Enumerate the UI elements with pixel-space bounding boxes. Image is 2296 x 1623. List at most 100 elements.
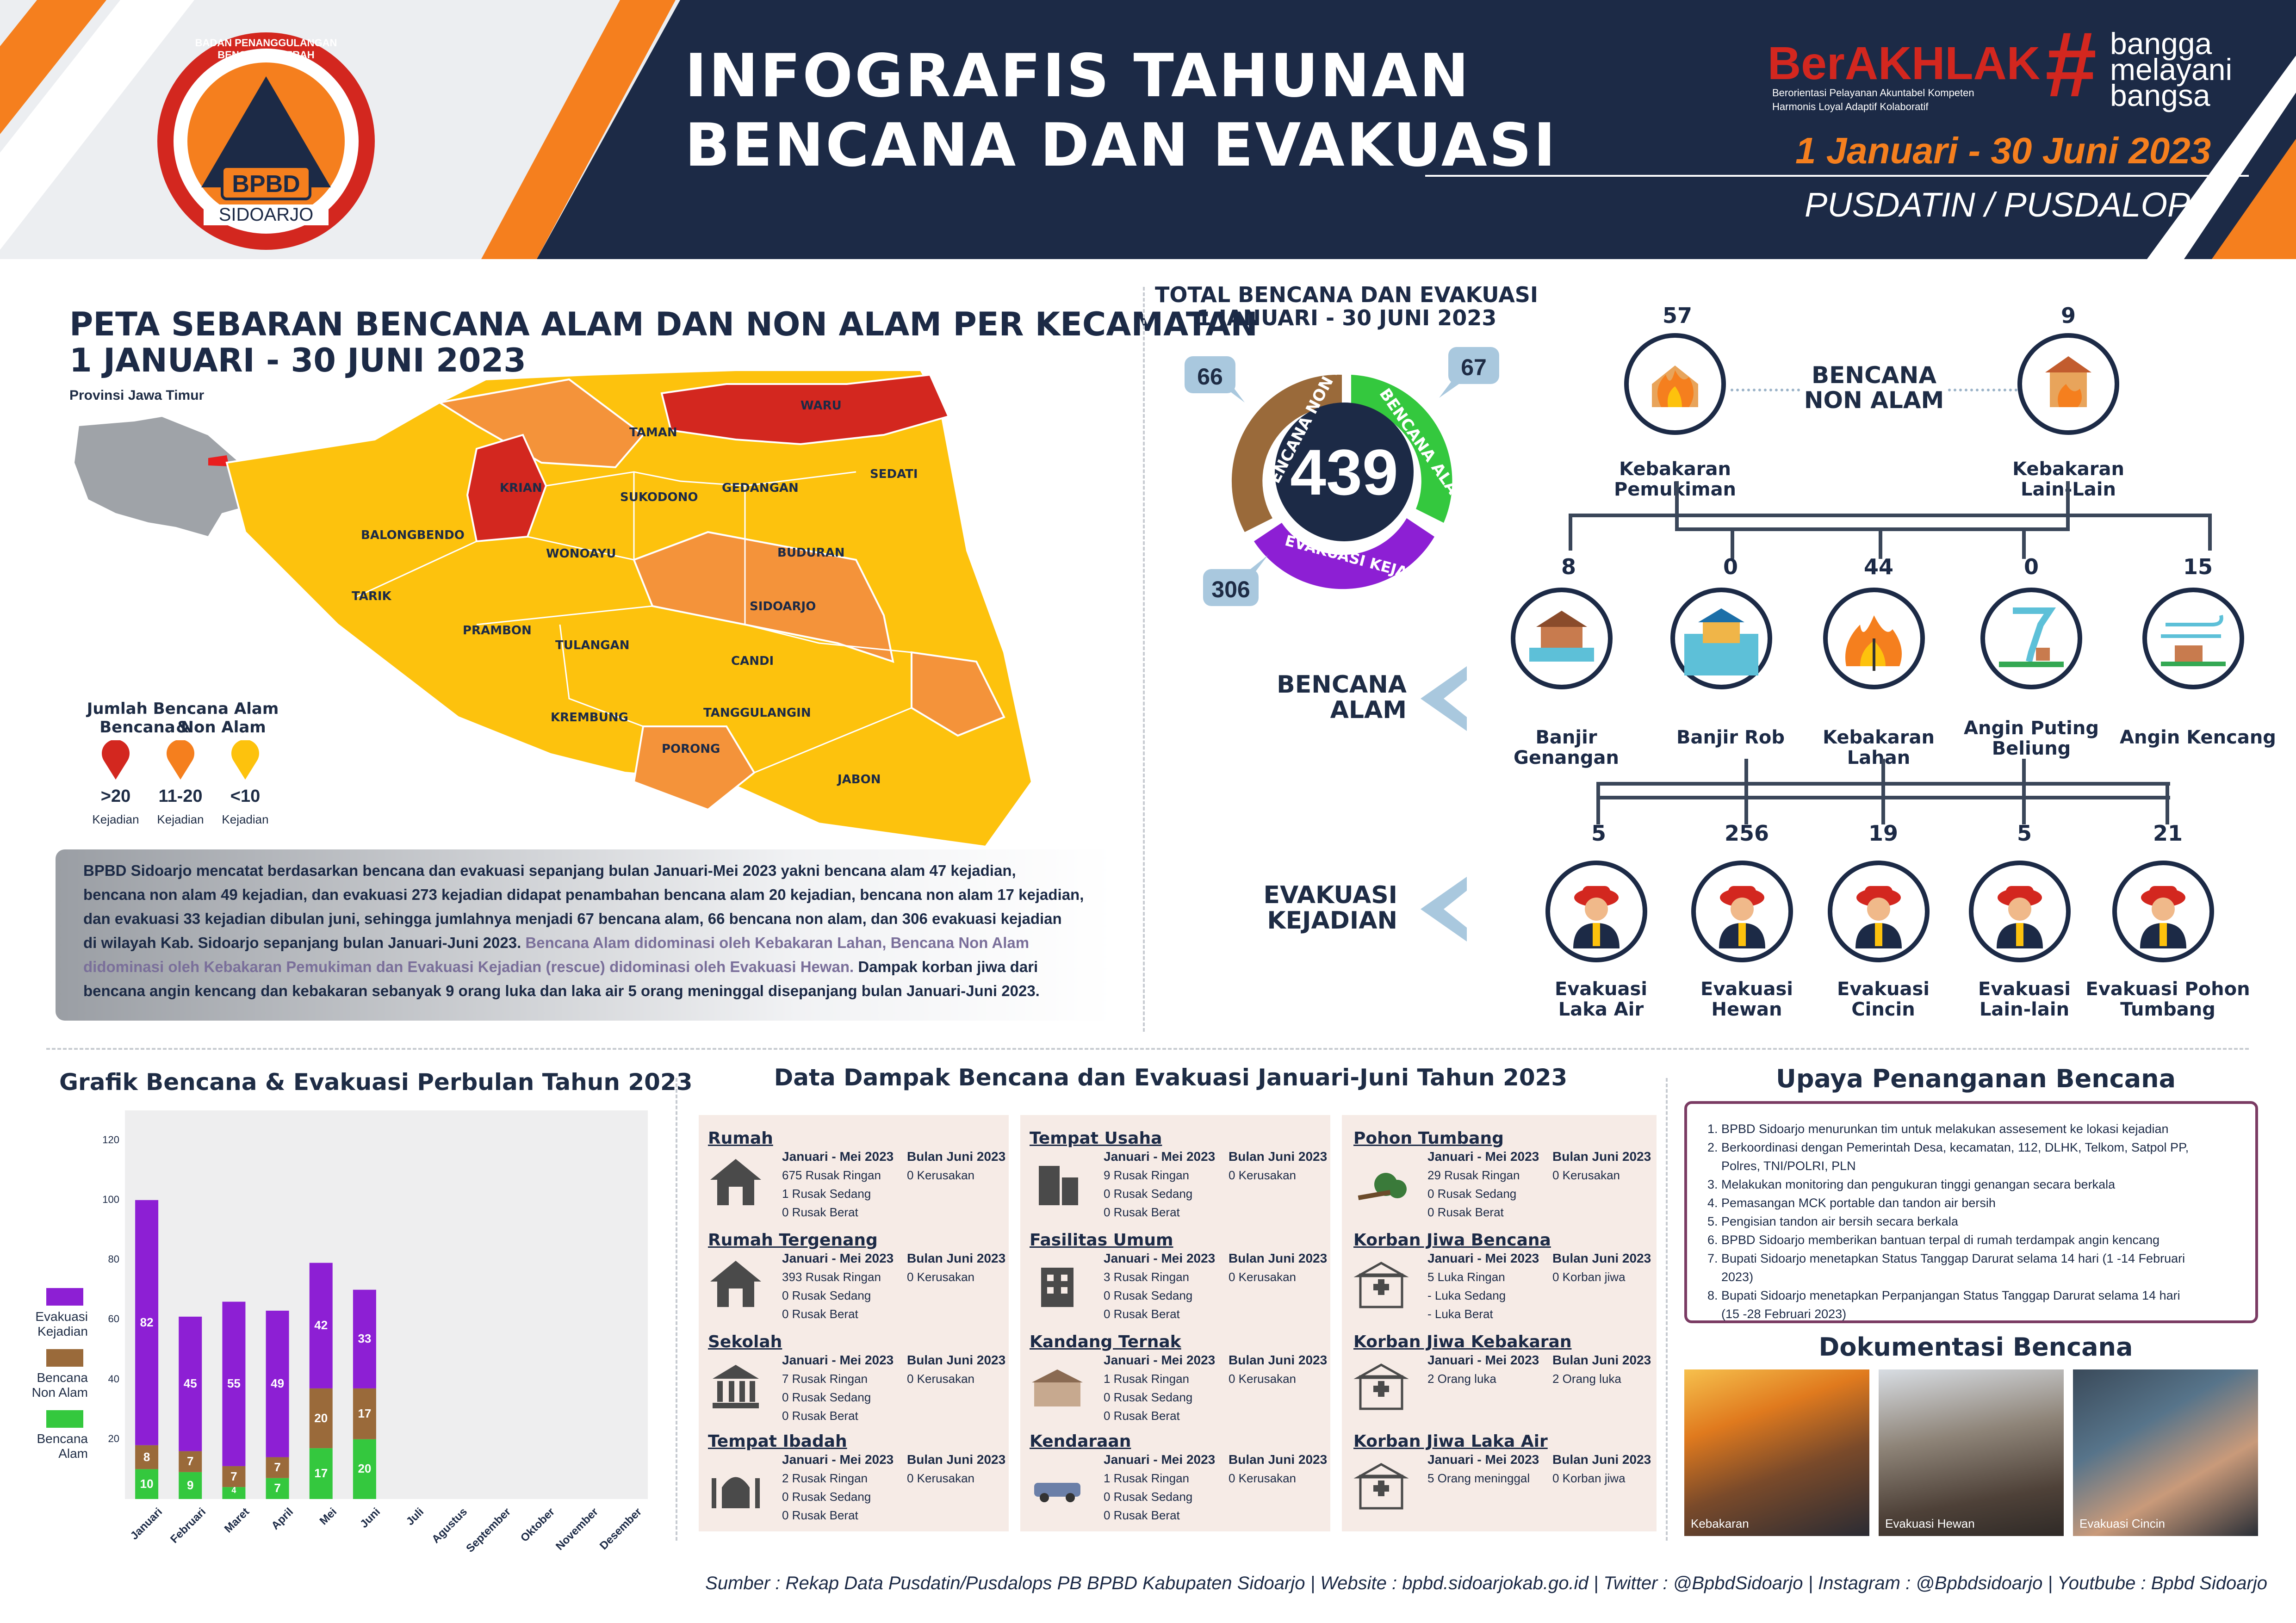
dampak-value: 0 Kerusakan [1229, 1471, 1296, 1485]
dampak-value: 3 Rusak Ringan [1104, 1270, 1189, 1284]
legend-unit-red: Kejadian [92, 812, 139, 826]
dampak-values-juni: Bulan Juni 2023 2 Orang luka [1552, 1351, 1651, 1388]
dotted-connector-right [1948, 389, 2017, 391]
dampak-value: 2 Orang luka [1552, 1372, 1621, 1386]
summary-highlight-1: Bencana Alam didominasi oleh Kebakaran L… [525, 934, 1030, 951]
hospital-icon [1353, 1360, 1409, 1413]
dampak-head-jan-mei: Januari - Mei 2023 [1427, 1353, 1539, 1367]
bar-evakuasi-kejadian-juni [353, 1289, 376, 1388]
dampak-value: 0 Rusak Berat [1104, 1409, 1180, 1423]
alam-label-1: BENCANA [1277, 671, 1407, 699]
dampak-values-jan-mei: Januari - Mei 2023 9 Rusak Ringan 0 Rusak … [1104, 1147, 1215, 1221]
dampak-value: 0 Rusak Sedang [782, 1288, 871, 1302]
dampak-values-jan-mei: Januari - Mei 2023 2 Orang luka [1427, 1351, 1539, 1388]
district-sedati: SEDATI [870, 467, 918, 481]
bar-evakuasi-kejadian-januari [135, 1200, 159, 1445]
dampak-head-jan-mei: Januari - Mei 2023 [1427, 1452, 1539, 1467]
dotted-connector-left [1731, 389, 1800, 391]
dampak-title-sekolah: Sekolah [708, 1332, 782, 1351]
summary-line-5: didominasi oleh Kebakaran Pemukiman dan … [83, 955, 1111, 979]
district-sukodono: SUKODONO [620, 490, 698, 504]
house-icon [708, 1157, 763, 1210]
label-evakuasi-lain-1: Evakuasi [1978, 979, 2071, 1000]
circle-banjir-genangan [1511, 588, 1613, 689]
upaya-item: 2023) [1707, 1270, 1754, 1284]
vertical-divider [1143, 287, 1145, 1032]
circle-evakuasi-cincin [1828, 861, 1930, 962]
dampak-title-tempat-usaha: Tempat Usaha [1030, 1129, 1162, 1148]
upaya-title: Upaya Penanganan Bencana [1775, 1064, 2176, 1093]
dampak-value: 0 Korban jiwa [1552, 1270, 1626, 1284]
logo-ring-text: BADAN PENANGGULANGAN BENCANA DAERAH [195, 37, 337, 61]
total-alam-value: 67 [1461, 354, 1487, 380]
dampak-value: - Luka Sedang [1427, 1288, 1506, 1302]
upaya-item: 2. Berkoordinasi dengan Pemerintah Desa,… [1707, 1140, 2189, 1154]
dampak-values-juni: Bulan Juni 2023 0 Korban jiwa [1552, 1249, 1651, 1286]
dampak-head-juni: Bulan Juni 2023 [1552, 1353, 1651, 1367]
map-title-line1: PETA SEBARAN BENCANA ALAM DAN NON ALAM P… [69, 305, 1258, 343]
dampak-value: 0 Rusak Berat [782, 1409, 858, 1423]
bar-value-label: 17 [358, 1406, 372, 1420]
dampak-head-juni: Bulan Juni 2023 [907, 1452, 1006, 1467]
dampak-value: 1 Rusak Sedang [782, 1187, 871, 1201]
circle-kebakaran-lahan [1823, 588, 1925, 689]
bar-bencana-alam-februari [179, 1472, 202, 1499]
label-evakuasi-lain-2: Lain-lain [1979, 999, 2070, 1020]
y-tick-label: 100 [102, 1193, 119, 1205]
vertical-divider-2 [676, 1078, 677, 1541]
upaya-list: 1. BPBD Sidoarjo menurunkan tim untuk me… [1707, 1120, 2244, 1323]
circle-evakuasi-pohon [2112, 861, 2214, 962]
legend-title-line1: Jumlah Bencana Alam & [87, 700, 279, 737]
summary-text: BPBD Sidoarjo mencatat berdasarkan benca… [83, 859, 1111, 1003]
tornado-icon [1999, 607, 2064, 667]
legend-unit-yellow: Kejadian [222, 812, 269, 826]
label-evakuasi-pohon-2: Tumbang [2120, 999, 2215, 1020]
circle-angin-kencang [2142, 588, 2244, 689]
summary-line-1: BPBD Sidoarjo mencatat berdasarkan benca… [83, 862, 1016, 879]
legend-range-yellow: <10 [230, 787, 261, 806]
legend-range-orange: 11-20 [158, 787, 203, 806]
count-angin-puting-beliung: 0 [2023, 554, 2039, 579]
office-icon [1030, 1157, 1085, 1210]
bar-value-label: 7 [274, 1481, 281, 1495]
district-krian: KRIAN [500, 481, 542, 495]
district-tulangan: TULANGAN [555, 638, 630, 652]
chart-legend-evakuasi-1: Evakuasi [35, 1309, 88, 1324]
district-prambon: PRAMBON [463, 624, 532, 638]
school-icon [708, 1360, 763, 1413]
bar-value-label: 33 [358, 1332, 372, 1346]
period: 1 Januari - 30 Juni 2023 [1795, 130, 2211, 171]
house-icon [708, 1258, 763, 1312]
upaya-item: (15 -28 Februari 2023) [1707, 1307, 1847, 1321]
bar-bencana-non-alam-mei [309, 1388, 333, 1449]
summary-line-2: bencana non alam 49 kejadian, dan evakua… [83, 886, 1084, 903]
photo-evakuasi-cincin [2073, 1369, 2258, 1536]
legend-title-line2: Bencana Non Alam [99, 718, 266, 737]
firefighter-icon [1997, 886, 2043, 948]
photo-caption-evakuasi-cincin: Evakuasi Cincin [2079, 1517, 2165, 1530]
berakhlak-sub1: Berorientasi Pelayanan Akuntabel Kompete… [1772, 87, 1974, 99]
y-tick-label: 60 [108, 1313, 119, 1325]
photo-kebakaran [1684, 1369, 1869, 1536]
bar-bencana-alam-maret [222, 1487, 246, 1499]
label-banjir-rob: Banjir Rob [1676, 727, 1785, 748]
province-inset-map [73, 415, 265, 538]
total-title-line1: TOTAL BENCANA DAN EVAKUASI [1154, 282, 1539, 307]
dampak-head-jan-mei: Januari - Mei 2023 [1427, 1149, 1539, 1164]
bar-bencana-alam-januari [135, 1469, 159, 1499]
bar-evakuasi-kejadian-april [266, 1310, 289, 1457]
page-title-line1: INFOGRAFIS TAHUNAN [685, 42, 1471, 111]
page-title-line2: BENCANA DAN EVAKUASI [685, 111, 1558, 180]
dampak-head-juni: Bulan Juni 2023 [1229, 1149, 1328, 1164]
dampak-title-korban-jiwa-kebakaran: Korban Jiwa Kebakaran [1353, 1332, 1572, 1351]
tree-bar-top-2 [1675, 527, 2068, 531]
tree-drop-1 [1675, 481, 1679, 531]
dampak-value: 29 Rusak Ringan [1427, 1168, 1520, 1182]
bar-bencana-non-alam-april [266, 1457, 289, 1478]
tree-bar-top [1569, 514, 2212, 517]
label-angin-puting: Angin Puting [1964, 718, 2099, 739]
dampak-value: 393 Rusak Ringan [782, 1270, 881, 1284]
district-balongbendo: BALONGBENDO [361, 528, 465, 542]
photo-evakuasi-hewan [1879, 1369, 2064, 1536]
district-krembung: KREMBUNG [551, 711, 628, 725]
